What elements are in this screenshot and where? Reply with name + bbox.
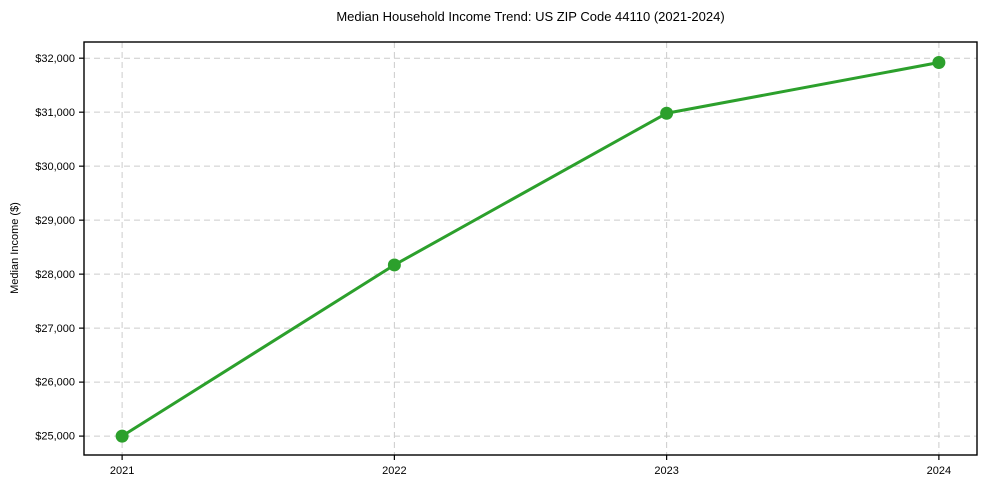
data-point [660,106,674,120]
data-point [115,429,129,443]
income-trend-line [120,61,941,438]
x-tick-label: 2022 [382,465,406,477]
y-tick-label: $32,000 [35,53,75,65]
x-tick-label: 2021 [110,465,134,477]
plot-border [83,41,978,456]
chart-title: Median Household Income Trend: US ZIP Co… [336,9,725,24]
y-tick-label: $30,000 [35,161,75,173]
y-tick-label: $27,000 [35,323,75,335]
x-tick-label: 2023 [654,465,678,477]
y-tick-label: $28,000 [35,269,75,281]
data-point [387,258,401,272]
y-tick-label: $26,000 [35,377,75,389]
y-tick-label: $29,000 [35,215,75,227]
data-point [932,56,946,70]
x-tick-label: 2024 [927,465,951,477]
y-tick-label: $25,000 [35,431,75,443]
y-tick-label: $31,000 [35,107,75,119]
